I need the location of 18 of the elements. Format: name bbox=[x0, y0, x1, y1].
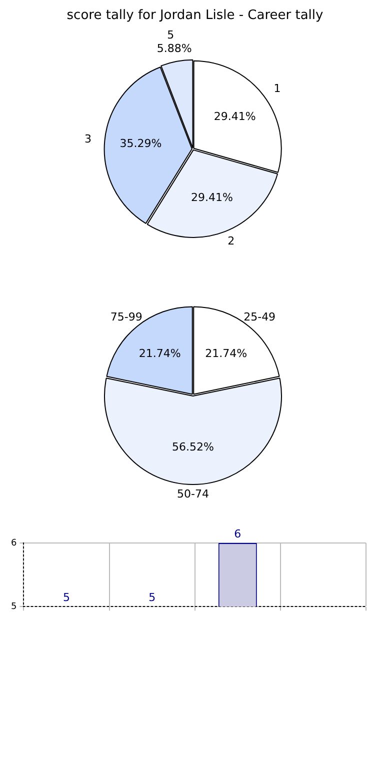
slice-label: 75-99 bbox=[110, 310, 142, 324]
slice-label: 50-74 bbox=[177, 487, 209, 500]
slice-label: 1 bbox=[274, 82, 281, 95]
data-label: 5.88% bbox=[156, 42, 192, 56]
slice-label: 25-49 bbox=[244, 310, 276, 324]
slice-label: 3 bbox=[84, 132, 92, 146]
slice-label: 5 bbox=[167, 28, 174, 42]
slice-label: 2 bbox=[228, 234, 235, 248]
data-label: 56.52% bbox=[172, 440, 214, 454]
data-label: 5 bbox=[63, 590, 70, 604]
data-label: 21.74% bbox=[205, 347, 248, 360]
data-label: 5 bbox=[148, 590, 156, 604]
data-label: 35.29% bbox=[120, 137, 162, 150]
data-label: 21.74% bbox=[138, 347, 181, 360]
data-label: 29.41% bbox=[190, 190, 233, 204]
data-label: 6 bbox=[234, 527, 242, 540]
chart-title: score tally for Jordan Lisle - Career tally bbox=[66, 8, 324, 23]
data-label: 29.41% bbox=[214, 110, 256, 124]
